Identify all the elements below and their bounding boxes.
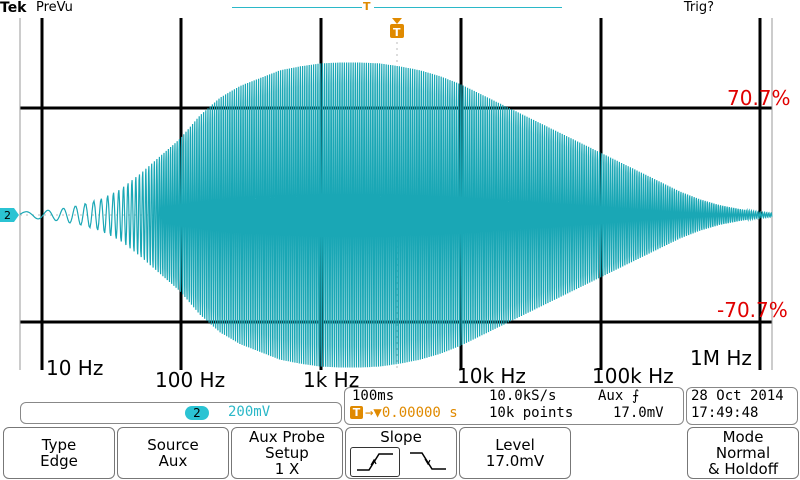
type-softkey[interactable]: Type Edge [3,427,115,479]
record-view-bar-left [232,7,362,8]
upper-level-label: 70.7% [727,86,791,110]
aux-probe-value: 1 X [274,460,300,478]
svg-text:T: T [393,26,401,39]
trigger-point-marker: T [390,18,404,39]
source-value: Aux [158,452,188,470]
level-title: Level [495,436,535,454]
freq-label-100khz: 100k Hz [592,364,674,388]
waveform-display: 2 T [0,18,773,370]
mode-line2: Normal [715,444,771,462]
slope-softkey[interactable]: Slope [345,427,457,479]
freq-label-10khz: 10k Hz [457,364,526,388]
datetime-box [686,387,798,425]
falling-edge-icon [410,452,446,470]
slope-title: Slope [380,428,422,446]
channel-2-ground-marker: 2 [0,208,19,222]
freq-label-100hz: 100 Hz [155,368,226,392]
source-title: Source [147,436,199,454]
record-view-bar-right [374,7,562,8]
trigger-offset-icon: T [350,406,363,419]
aux-probe-line2: Setup [265,444,309,462]
aux-probe-title: Aux Probe [249,428,325,446]
mode-value: & Holdoff [707,460,779,478]
brand-logo: Tek [0,0,27,16]
freq-label-1mhz: 1M Hz [690,346,752,370]
date-readout: 28 Oct 2014 [691,388,784,404]
type-title: Type [41,436,77,454]
mode-softkey[interactable]: Mode Normal & Holdoff [687,427,799,479]
acquisition-mode: PreVu [36,0,73,15]
level-softkey[interactable]: Level 17.0mV [459,427,571,479]
trigger-source: Aux [598,388,624,404]
channel-2-trace [19,62,773,368]
status-bar: Tek PreVu T Trig? [0,0,800,18]
time-readout: 17:49:48 [691,405,759,421]
record-length: 10k points [489,405,574,421]
freq-label-10hz: 10 Hz [46,356,104,380]
source-softkey[interactable]: Source Aux [117,427,229,479]
svg-text:2: 2 [4,209,11,222]
trigger-slope-icon: ⨍ [632,388,640,404]
rising-edge-icon [357,453,393,471]
level-value: 17.0mV [485,452,545,470]
sample-rate: 10.0kS/s [489,388,557,404]
timebase-readout-box[interactable] [344,387,684,425]
channel-2-scale: 200mV [228,404,271,420]
trigger-status: Trig? [683,0,714,15]
falling-slope-option[interactable] [404,447,452,475]
lower-level-label: -70.7% [717,298,788,322]
rising-slope-option[interactable] [350,447,400,477]
trigger-level-readout: 17.0mV [613,405,664,421]
mode-title: Mode [722,428,764,446]
trigger-position-marker: T [363,0,371,13]
aux-probe-softkey[interactable]: Aux Probe Setup 1 X [231,427,343,479]
trigger-offset: →▼0.00000 s [365,405,458,421]
type-value: Edge [40,452,78,470]
horizontal-scale: 100ms [352,388,395,404]
channel-readout-box[interactable] [20,402,342,424]
channel-2-badge: 2 [185,406,209,420]
